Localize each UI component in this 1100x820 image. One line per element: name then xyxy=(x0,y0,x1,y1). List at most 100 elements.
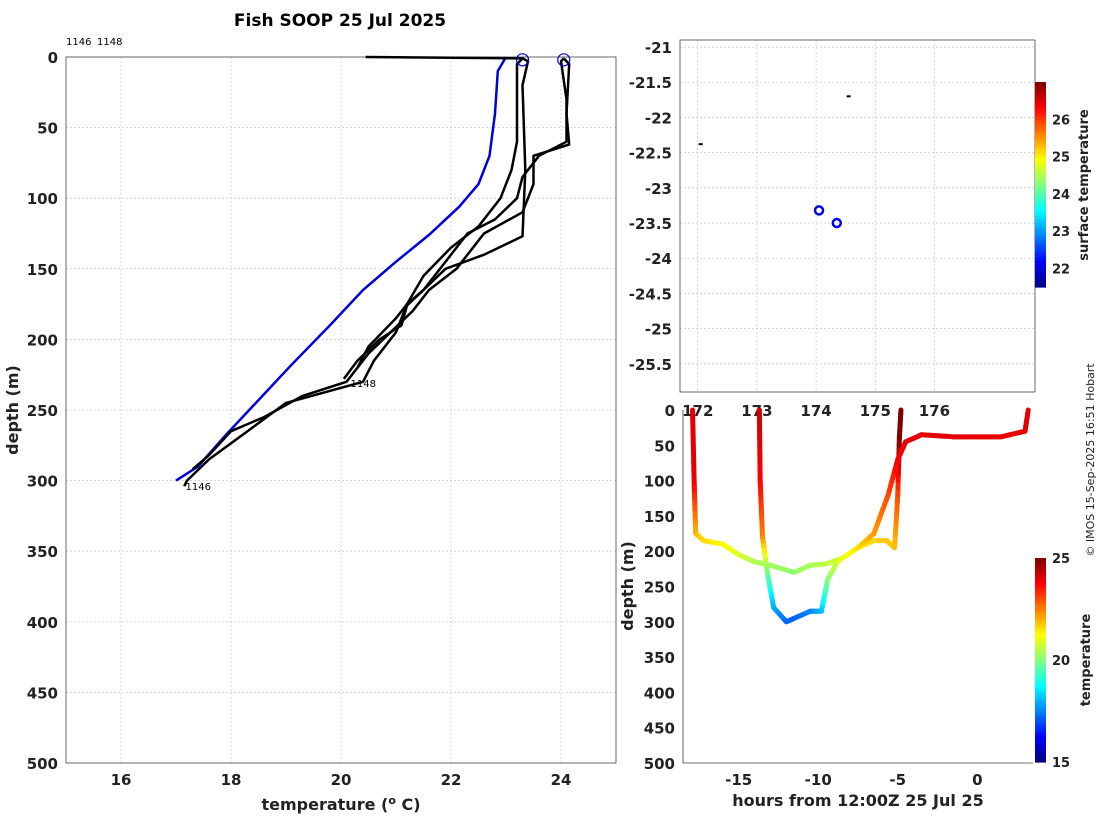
temperature-colorbar-segment xyxy=(1035,680,1046,685)
map-lat-tick-label: -24.5 xyxy=(629,285,672,303)
profile-y-tick-label: 500 xyxy=(27,755,58,773)
surface-colorbar-segment xyxy=(1035,215,1046,220)
temperature-colorbar-segment xyxy=(1035,734,1046,739)
temperature-profile-line-1 xyxy=(342,55,530,380)
temperature-colorbar-segment xyxy=(1035,585,1046,590)
figure-title: Fish SOOP 25 Jul 2025 xyxy=(234,11,446,31)
surface-colorbar-tick-label: 24 xyxy=(1052,188,1070,203)
map-profile-marker xyxy=(813,205,825,216)
temperature-colorbar-segment xyxy=(1035,694,1046,698)
temperature-colorbar-segment xyxy=(1035,690,1046,695)
surface-colorbar-segment xyxy=(1035,228,1046,233)
map-grid xyxy=(680,40,1035,392)
surface-colorbar-segment xyxy=(1035,136,1046,141)
temperature-colorbar-segment xyxy=(1035,578,1046,583)
surface-colorbar-segment xyxy=(1035,201,1046,206)
map-lat-tick-label: -22 xyxy=(645,109,672,127)
profile-y-tick-label: 0 xyxy=(48,49,58,67)
temperature-colorbar-segment xyxy=(1035,598,1046,603)
temperature-colorbar-segment xyxy=(1035,741,1046,746)
surface-colorbar-segment xyxy=(1035,102,1046,107)
temperature-colorbar-segment xyxy=(1035,663,1046,668)
surface-colorbar-segment xyxy=(1035,99,1046,104)
surface-colorbar-segment xyxy=(1035,249,1046,254)
surface-colorbar-segment xyxy=(1035,164,1046,169)
profile-x-axis-label: temperature (o C) xyxy=(261,794,420,814)
profile-plot: 1148 1146 16 18 20 22 24 0 50 100 150 200 250 300 350… xyxy=(3,37,617,814)
temperature-colorbar-segment xyxy=(1035,571,1046,576)
surface-colorbar-segment xyxy=(1035,222,1046,227)
temperature-colorbar-segment xyxy=(1035,653,1046,658)
temperature-colorbar-segment xyxy=(1035,639,1046,644)
temperature-colorbar-segment xyxy=(1035,592,1046,596)
time-depth-y-tick-label: 200 xyxy=(644,543,675,561)
temperature-colorbar-label: temperature xyxy=(1079,614,1094,707)
temperature-colorbar-segment xyxy=(1035,687,1046,692)
temperature-colorbar-segment xyxy=(1035,683,1046,688)
time-depth-x-tick-label: -10 xyxy=(805,771,832,789)
temperature-colorbar-segment xyxy=(1035,622,1046,627)
map-ticks: 172173174175176-21-21.5-22-22.5-23-23.5-… xyxy=(629,39,950,420)
map-profile-marker xyxy=(831,217,843,229)
surface-marker xyxy=(557,53,571,67)
temperature-colorbar-segment xyxy=(1035,755,1046,760)
surface-colorbar-segment xyxy=(1035,95,1046,100)
time-depth-y-tick-label: 50 xyxy=(654,437,675,455)
surface-colorbar-tick-label: 26 xyxy=(1052,113,1070,128)
surface-colorbar-segment xyxy=(1035,153,1046,158)
surface-temperature-colorbar: 22 23 24 25 26 xyxy=(1035,82,1070,288)
profile-end-label: 1148 xyxy=(351,379,376,390)
temperature-colorbar-segment xyxy=(1035,568,1046,573)
map-lat-tick-label: -22.5 xyxy=(629,145,672,163)
temperature-colorbar-segment xyxy=(1035,636,1046,641)
temperature-colorbar-segment xyxy=(1035,646,1046,651)
surface-colorbar-segment xyxy=(1035,112,1046,117)
temperature-colorbar-segment xyxy=(1035,564,1046,569)
temperature-colorbar-segment xyxy=(1035,561,1046,566)
time-depth-y-tick-label: 100 xyxy=(644,473,675,491)
temperature-colorbar-segment xyxy=(1035,558,1046,562)
surface-colorbar-segment xyxy=(1035,191,1046,196)
temperature-colorbar-segment xyxy=(1035,758,1046,763)
surface-colorbar-segment xyxy=(1035,276,1046,281)
surface-colorbar-tick-label: 22 xyxy=(1052,262,1070,277)
surface-colorbar-segment xyxy=(1035,143,1046,148)
profile-grid xyxy=(66,56,616,764)
surface-colorbar-segment xyxy=(1035,283,1046,288)
temperature-colorbar-segment xyxy=(1035,626,1046,630)
map-lat-tick-label: -25.5 xyxy=(629,356,672,374)
profile-x-tick-label: 22 xyxy=(441,771,462,789)
profile-y-tick-label: 150 xyxy=(27,261,58,279)
time-depth-plot: -15 -10 -5 0050100150200250300350400450500 … xyxy=(618,402,1094,810)
map-lon-tick-label: 175 xyxy=(860,402,891,420)
time-depth-x-tick-label: 0 xyxy=(972,771,982,789)
temperature-colorbar-segment xyxy=(1035,745,1046,749)
profile-y-axis-label: depth (m) xyxy=(3,365,22,455)
surface-colorbar-segment xyxy=(1035,181,1046,186)
climatology-profile-line xyxy=(175,56,508,482)
temperature-colorbar-segment xyxy=(1035,711,1046,715)
temperature-colorbar-tick-label: 20 xyxy=(1052,654,1070,669)
surface-colorbar-segment xyxy=(1035,263,1046,268)
temperature-profile-line-3 xyxy=(356,57,568,369)
top-label-1146: 1146 xyxy=(66,37,91,48)
map-lon-tick-label: 172 xyxy=(682,402,713,420)
time-depth-ticks: -15 -10 -5 0 0 50 100 150 200 250 300 350 400 450 500 xyxy=(644,402,983,789)
profile-y-tick-label: 300 xyxy=(27,473,58,491)
surface-colorbar-segment xyxy=(1035,256,1046,261)
temperature-colorbar-segment xyxy=(1035,670,1046,675)
surface-colorbar-segment xyxy=(1035,242,1046,247)
temperature-colorbar-segment xyxy=(1035,612,1046,617)
surface-colorbar-segment xyxy=(1035,116,1046,121)
surface-colorbar-segment xyxy=(1035,208,1046,213)
surface-colorbar-segment xyxy=(1035,119,1046,124)
temperature-colorbar-segment xyxy=(1035,721,1046,726)
map-lat-tick-label: -23.5 xyxy=(629,215,672,233)
temperature-colorbar-segment xyxy=(1035,717,1046,722)
surface-colorbar-tick-label: 23 xyxy=(1052,225,1070,240)
temperature-colorbar-segment xyxy=(1035,660,1046,664)
surface-colorbar-segment xyxy=(1035,88,1046,93)
surface-colorbar-segment xyxy=(1035,252,1046,257)
profile-ticks: 16 18 20 22 24 0 50 100 150 200 250 300 350 400 450 500 xyxy=(27,49,572,789)
temperature-colorbar-segment xyxy=(1035,632,1046,637)
